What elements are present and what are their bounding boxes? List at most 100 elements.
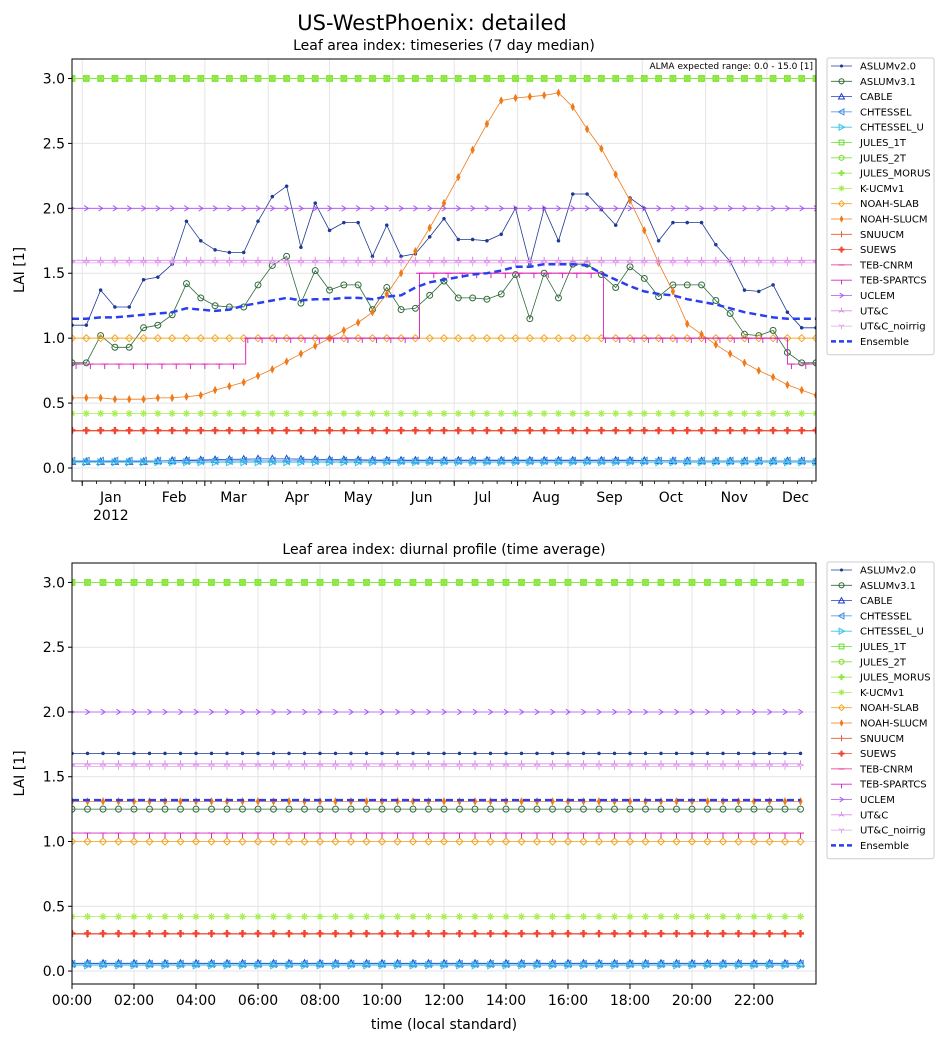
series-marker xyxy=(153,333,163,343)
series-marker xyxy=(498,205,505,212)
series-marker xyxy=(440,805,448,813)
series-marker xyxy=(297,74,305,82)
y-axis-label: LAI [1] xyxy=(12,247,28,293)
series-marker xyxy=(72,456,76,466)
series-marker xyxy=(712,297,720,304)
series-marker xyxy=(206,959,215,969)
series-marker xyxy=(254,578,262,586)
series-marker xyxy=(783,751,787,756)
series-marker xyxy=(96,333,105,343)
series-marker xyxy=(297,426,305,434)
series-marker xyxy=(127,305,132,309)
series-marker xyxy=(502,960,511,970)
legend-swatch-marker xyxy=(838,139,845,146)
series-marker xyxy=(442,751,446,756)
series-marker xyxy=(409,578,417,586)
legend-item-jules-2t: JULES_2T xyxy=(831,657,907,668)
series-marker xyxy=(426,708,432,716)
legend-label: JULES_2T xyxy=(859,153,907,164)
series-marker xyxy=(440,960,449,970)
series-marker xyxy=(130,960,139,970)
series-marker xyxy=(384,223,389,228)
series-marker xyxy=(597,74,605,82)
series-jules-morus xyxy=(72,578,804,586)
series-marker xyxy=(72,764,76,770)
x-tick-label: 02:00 xyxy=(114,993,154,1009)
series-marker xyxy=(326,74,334,82)
series-marker xyxy=(512,409,520,417)
series-marker xyxy=(456,929,463,937)
series-marker xyxy=(364,796,369,806)
series-marker xyxy=(84,960,93,970)
series-marker xyxy=(82,359,90,367)
series-marker xyxy=(797,764,804,770)
series-marker xyxy=(511,333,520,343)
series-marker xyxy=(182,426,190,434)
series-marker xyxy=(408,837,418,846)
series-marker xyxy=(176,837,185,846)
series-marker xyxy=(783,74,791,82)
series-marker xyxy=(783,409,791,417)
series-marker xyxy=(811,333,816,343)
series-marker xyxy=(99,960,108,970)
series-marker xyxy=(736,751,741,756)
series-marker xyxy=(397,426,405,434)
series-marker xyxy=(363,805,370,813)
series-marker xyxy=(330,959,339,969)
x-tick-label: 00:00 xyxy=(52,993,92,1009)
x-tick-label: 12:00 xyxy=(424,993,464,1009)
series-marker xyxy=(383,457,392,467)
series-marker xyxy=(518,913,525,921)
series-marker xyxy=(565,796,571,806)
series-marker xyxy=(225,74,233,82)
series-marker xyxy=(333,796,338,806)
series-marker xyxy=(211,426,219,434)
series-marker xyxy=(487,764,494,770)
series-marker xyxy=(132,751,136,756)
series-marker xyxy=(705,751,710,756)
series-marker xyxy=(83,837,92,846)
series-marker xyxy=(455,205,462,212)
series-marker xyxy=(719,929,727,937)
series-marker xyxy=(497,426,505,434)
series-marker xyxy=(370,205,376,212)
series-marker xyxy=(347,960,356,970)
series-marker xyxy=(394,960,403,970)
series-marker xyxy=(211,74,219,82)
series-marker xyxy=(518,805,525,813)
series-marker xyxy=(392,959,401,969)
series-marker xyxy=(299,959,308,969)
legend-item-jules-1t: JULES_1T xyxy=(831,642,907,653)
series-marker xyxy=(797,578,804,586)
series-marker xyxy=(395,796,400,806)
legend-swatch-marker xyxy=(838,78,845,85)
series-ut-c xyxy=(72,256,816,263)
series-marker xyxy=(126,205,133,212)
series-marker xyxy=(726,260,734,267)
series-marker xyxy=(468,456,476,466)
legend-label: SUEWS xyxy=(860,245,896,256)
series-marker xyxy=(413,205,419,212)
legend-item-chtessel-u: CHTESSEL_U xyxy=(831,123,924,134)
series-marker xyxy=(302,796,307,806)
series-marker xyxy=(742,358,747,368)
series-marker xyxy=(512,271,520,279)
series-marker xyxy=(797,456,805,466)
legend-swatch-marker xyxy=(838,324,845,330)
series-marker xyxy=(341,205,347,212)
series-marker xyxy=(98,959,107,969)
series-marker xyxy=(224,796,230,806)
series-marker xyxy=(783,426,791,434)
series-marker xyxy=(549,913,556,921)
series-marker xyxy=(340,457,349,467)
legend-label: JULES_1T xyxy=(859,138,907,149)
series-marker xyxy=(657,913,665,921)
series-marker xyxy=(473,751,477,756)
series-marker xyxy=(115,960,124,970)
series-marker xyxy=(82,74,90,82)
series-marker xyxy=(554,74,562,82)
series-marker xyxy=(643,708,649,716)
series-marker xyxy=(439,333,449,343)
legend-item-ut-c-noirrig: UT&C_noirrig xyxy=(831,322,926,333)
series-marker xyxy=(609,959,618,969)
